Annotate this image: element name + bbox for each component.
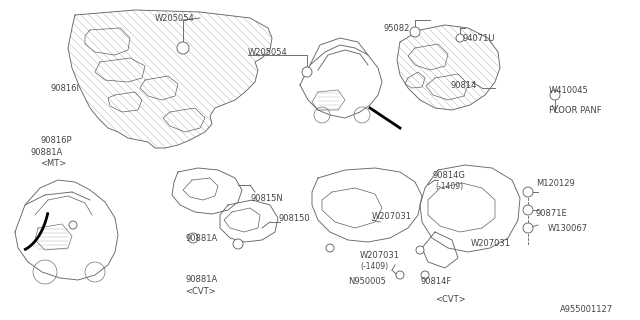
Text: 90814F: 90814F [420,277,451,286]
Circle shape [177,42,189,54]
Text: 95082: 95082 [383,23,410,33]
Text: W410045: W410045 [549,85,589,94]
Text: 90816P: 90816P [40,135,72,145]
Polygon shape [420,165,520,252]
Text: 90814: 90814 [450,81,476,90]
Circle shape [416,246,424,254]
Circle shape [421,271,429,279]
Text: 90816I: 90816I [50,84,79,92]
Circle shape [326,244,334,252]
Text: W205054: W205054 [155,13,195,22]
Text: <CVT>: <CVT> [185,287,216,297]
Text: FLOOR PANF: FLOOR PANF [549,106,602,115]
Text: 94071U: 94071U [462,34,495,43]
Text: N950005: N950005 [348,277,386,286]
Text: 90871E: 90871E [536,209,568,218]
Text: 908150: 908150 [278,213,310,222]
Polygon shape [312,168,422,242]
Text: 90881A: 90881A [185,276,217,284]
Circle shape [396,271,404,279]
Circle shape [410,27,420,37]
Text: M120129: M120129 [536,179,575,188]
Circle shape [523,205,533,215]
Text: (-1409): (-1409) [360,261,388,270]
Polygon shape [68,10,272,148]
Text: <MT>: <MT> [40,158,67,167]
Circle shape [302,67,312,77]
Circle shape [523,223,533,233]
Circle shape [69,221,77,229]
Polygon shape [172,168,242,214]
Circle shape [550,90,560,100]
Text: 90814G: 90814G [432,171,465,180]
Polygon shape [397,25,500,110]
Text: (-1409): (-1409) [435,181,463,190]
Text: 90881A: 90881A [30,148,62,156]
Text: 90881A: 90881A [185,234,217,243]
Text: W130067: W130067 [548,223,588,233]
Text: W207031: W207031 [471,238,511,247]
Text: A955001127: A955001127 [560,306,613,315]
Text: W207031: W207031 [372,212,412,220]
Text: 90815N: 90815N [250,194,283,203]
Circle shape [233,239,243,249]
Polygon shape [220,200,278,242]
Text: W207031: W207031 [360,251,400,260]
Text: <CVT>: <CVT> [435,295,466,305]
Circle shape [456,34,464,42]
Circle shape [523,187,533,197]
Text: W205054: W205054 [248,47,288,57]
Circle shape [188,233,198,243]
